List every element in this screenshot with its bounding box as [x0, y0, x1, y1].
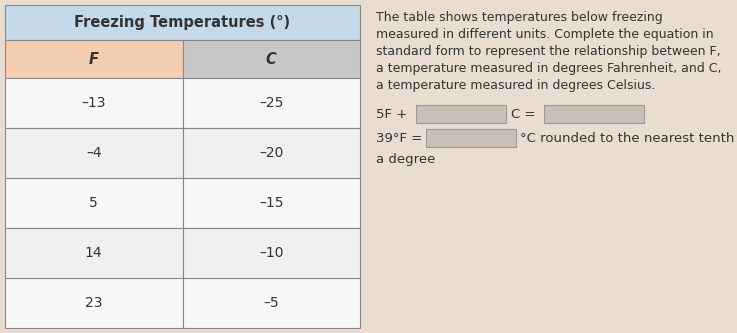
- Text: –5: –5: [263, 296, 279, 310]
- Bar: [5, 278, 183, 328]
- Text: 39°F =: 39°F =: [376, 132, 427, 145]
- Bar: [183, 178, 360, 228]
- Bar: [5, 78, 183, 128]
- Bar: [416, 105, 506, 123]
- Text: 23: 23: [85, 296, 102, 310]
- Bar: [426, 129, 516, 147]
- Bar: [5, 40, 183, 78]
- Text: 14: 14: [85, 246, 102, 260]
- Text: –25: –25: [259, 96, 284, 110]
- Bar: [183, 128, 360, 178]
- Text: –20: –20: [259, 146, 284, 160]
- Bar: [544, 105, 644, 123]
- Text: 5: 5: [89, 196, 98, 210]
- Bar: [5, 178, 183, 228]
- Text: –4: –4: [86, 146, 102, 160]
- Text: –15: –15: [259, 196, 284, 210]
- Text: –10: –10: [259, 246, 284, 260]
- Text: C: C: [266, 52, 276, 67]
- Text: 5F +: 5F +: [376, 108, 411, 121]
- Bar: [183, 78, 360, 128]
- Text: F: F: [88, 52, 99, 67]
- Bar: [5, 228, 183, 278]
- Bar: [183, 228, 360, 278]
- Text: a degree: a degree: [376, 153, 436, 166]
- Text: Freezing Temperatures (°): Freezing Temperatures (°): [74, 15, 290, 30]
- Bar: [5, 5, 360, 40]
- Bar: [5, 128, 183, 178]
- Text: The table shows temperatures below freezing
measured in different units. Complet: The table shows temperatures below freez…: [376, 11, 722, 92]
- Text: °C rounded to the nearest tenth of: °C rounded to the nearest tenth of: [520, 132, 737, 145]
- Bar: [183, 278, 360, 328]
- Text: –13: –13: [82, 96, 106, 110]
- Text: C =: C =: [511, 108, 539, 121]
- Bar: [183, 40, 360, 78]
